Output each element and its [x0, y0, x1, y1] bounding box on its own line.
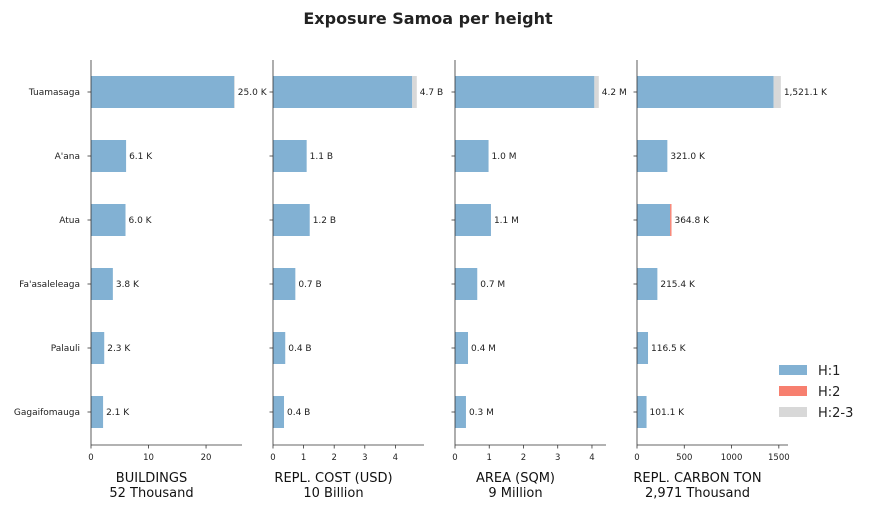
panel-3: 4.2 M 1.0 M 1.1 M 0.7 M 0.4 M 0.3 M 0 1 2 3 4 AREA … [451, 60, 627, 501]
category-label-2: A'ana [55, 152, 80, 162]
bar-4-1-H1 [637, 76, 774, 108]
legend-label-H2: H:2 [818, 385, 840, 400]
data-label-2-4: 0.7 B [298, 280, 321, 290]
bar-4-5-H1 [637, 332, 649, 364]
bar-1-4-H1 [91, 268, 113, 300]
panels: 25.0 K 6.1 K 6.0 K 3.8 K 2.3 K 2.1 K Tuamasaga… [14, 60, 828, 501]
data-label-3-2: 1.0 M [492, 152, 517, 162]
data-label-2-2: 1.1 B [310, 152, 333, 162]
data-label-4-1: 1,521.1 K [784, 88, 828, 98]
bar-3-4-H1 [455, 268, 478, 300]
x-tick-label-4-4: 1500 [768, 453, 790, 463]
bar-2-1-H1 [273, 76, 413, 108]
panel-1: 25.0 K 6.1 K 6.0 K 3.8 K 2.3 K 2.1 K Tuamasaga… [14, 60, 268, 501]
x-tick-label-3-5: 4 [589, 453, 594, 463]
x-tick-label-4-1: 0 [634, 453, 639, 463]
bar-2-3-H1 [273, 204, 310, 236]
data-label-1-5: 2.3 K [107, 344, 131, 354]
bar-4-1-H23 [773, 76, 781, 108]
x-tick-label-3-2: 1 [487, 453, 492, 463]
category-label-6: Gagaifomauga [14, 408, 80, 418]
x-tick-label-1-2: 10 [143, 453, 154, 463]
bar-2-1-H23 [412, 76, 417, 108]
bar-4-4-H1 [637, 268, 658, 300]
x-tick-label-3-3: 2 [521, 453, 526, 463]
bar-3-1-H1 [455, 76, 595, 108]
data-label-1-6: 2.1 K [106, 408, 130, 418]
bar-2-5-H1 [273, 332, 286, 364]
bar-3-5-H1 [455, 332, 469, 364]
data-label-4-5: 116.5 K [651, 344, 687, 354]
x-tick-label-3-4: 3 [555, 453, 560, 463]
legend: H:1 H:2 H:2-3 [779, 364, 853, 421]
panel-4: 1,521.1 K 321.0 K 364.8 K 215.4 K 116.5 K 101… [633, 60, 828, 501]
x-tick-label-2-3: 2 [331, 453, 336, 463]
total-label-4: 2,971 Thousand [645, 486, 750, 501]
bar-4-3-H1 [637, 204, 671, 236]
x-tick-label-2-1: 0 [270, 453, 275, 463]
bar-4-3-H2 [670, 204, 672, 236]
data-label-2-5: 0.4 B [288, 344, 311, 354]
legend-swatch-H23 [779, 407, 807, 417]
bar-1-2-H1 [91, 140, 127, 172]
bar-1-3-H1 [91, 204, 126, 236]
data-label-1-1: 25.0 K [238, 88, 268, 98]
x-tick-label-2-4: 3 [362, 453, 367, 463]
total-label-1: 52 Thousand [109, 486, 193, 501]
x-tick-label-3-1: 0 [452, 453, 457, 463]
data-label-3-4: 0.7 M [480, 280, 505, 290]
x-tick-label-4-3: 1000 [721, 453, 743, 463]
bar-1-5-H1 [91, 332, 105, 364]
panel-2: 4.7 B 1.1 B 1.2 B 0.7 B 0.4 B 0.4 B 0 1 2 3 4REPL.… [269, 60, 443, 501]
total-label-2: 10 Billion [303, 486, 363, 501]
bar-1-1-H1 [91, 76, 235, 108]
bar-3-2-H1 [455, 140, 489, 172]
data-label-3-6: 0.3 M [469, 408, 494, 418]
data-label-3-1: 4.2 M [602, 88, 627, 98]
bar-1-1-H23 [234, 76, 235, 108]
bar-3-6-H1 [455, 396, 466, 428]
data-label-3-3: 1.1 M [494, 216, 519, 226]
x-tick-label-2-5: 4 [393, 453, 398, 463]
x-tick-label-2-2: 1 [301, 453, 306, 463]
bar-4-2-H1 [637, 140, 668, 172]
bar-3-1-H23 [594, 76, 599, 108]
legend-swatch-H1 [779, 365, 807, 375]
data-label-4-4: 215.4 K [660, 280, 696, 290]
x-tick-label-1-3: 20 [201, 453, 212, 463]
data-label-4-6: 101.1 K [650, 408, 686, 418]
category-label-3: Atua [59, 216, 80, 226]
category-label-4: Fa'asaleleaga [19, 280, 80, 290]
x-axis-label-4: REPL. CARBON TON [633, 471, 761, 486]
data-label-1-4: 3.8 K [116, 280, 140, 290]
legend-swatch-H2 [779, 386, 807, 396]
data-label-4-2: 321.0 K [670, 152, 706, 162]
bar-3-3-H1 [455, 204, 491, 236]
data-label-3-5: 0.4 M [471, 344, 496, 354]
chart-title: Exposure Samoa per height [303, 9, 553, 28]
legend-label-H23: H:2-3 [818, 406, 853, 421]
data-label-1-2: 6.1 K [129, 152, 153, 162]
bar-2-2-H1 [273, 140, 307, 172]
data-label-2-1: 4.7 B [420, 88, 443, 98]
data-label-2-6: 0.4 B [287, 408, 310, 418]
data-label-2-3: 1.2 B [313, 216, 336, 226]
x-axis-label-3: AREA (SQM) [476, 471, 555, 486]
x-tick-label-1-1: 0 [88, 453, 93, 463]
category-label-5: Palauli [51, 344, 80, 354]
bar-1-6-H1 [91, 396, 104, 428]
x-axis-label-2: REPL. COST (USD) [274, 471, 392, 486]
legend-label-H1: H:1 [818, 364, 840, 379]
data-label-4-3: 364.8 K [674, 216, 710, 226]
x-axis-label-1: BUILDINGS [116, 471, 187, 486]
data-label-1-3: 6.0 K [129, 216, 153, 226]
bar-2-6-H1 [273, 396, 285, 428]
bar-4-6-H1 [637, 396, 647, 428]
category-label-1: Tuamasaga [28, 88, 80, 98]
bar-2-4-H1 [273, 268, 296, 300]
x-tick-label-4-2: 500 [676, 453, 692, 463]
total-label-3: 9 Million [488, 486, 542, 501]
